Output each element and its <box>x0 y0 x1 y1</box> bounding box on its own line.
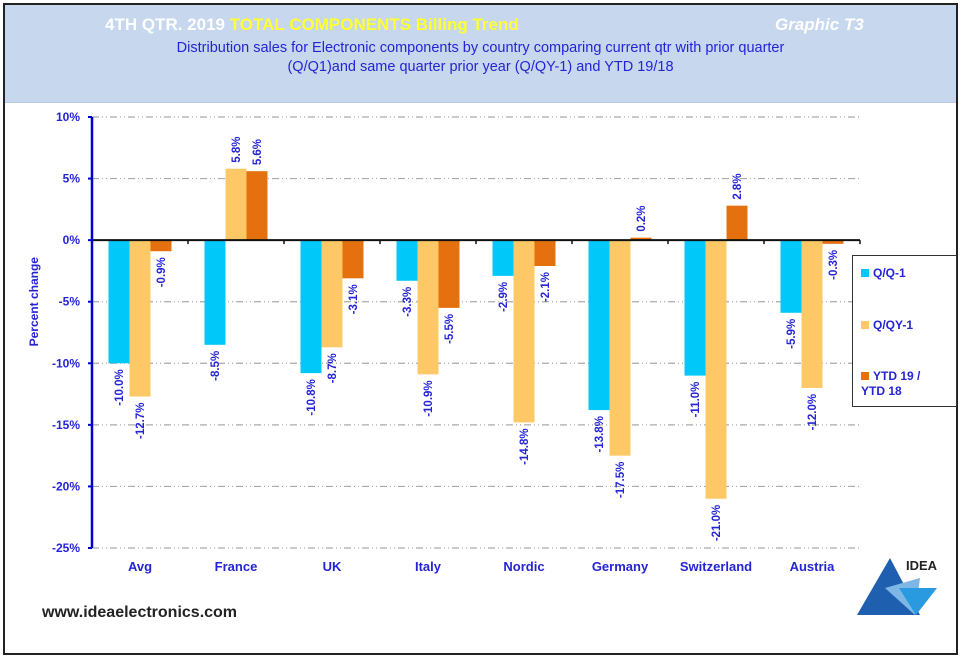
bar-ytd-19-ytd-18 <box>534 240 556 267</box>
bar-ytd-19-ytd-18 <box>822 240 844 244</box>
bar-q-q-1 <box>204 240 226 345</box>
data-label: -8.5% <box>210 351 222 381</box>
data-label: -8.7% <box>327 353 339 383</box>
bar-q-qy-1 <box>801 240 823 388</box>
data-label: -3.1% <box>348 284 360 314</box>
bar-q-q-1 <box>108 240 130 364</box>
y-tick-label: -20% <box>52 479 80 493</box>
data-label: -12.7% <box>135 403 147 439</box>
bar-q-q-1 <box>300 240 322 374</box>
x-tick-label: Austria <box>790 559 836 574</box>
data-label: -10.8% <box>306 379 318 415</box>
legend-label-qqy1: Q/QY-1 <box>873 318 914 332</box>
x-tick-label: UK <box>323 559 342 574</box>
x-tick-label: Switzerland <box>680 559 752 574</box>
data-label: -2.1% <box>540 272 552 302</box>
data-label: 0.2% <box>636 205 648 231</box>
data-label: -14.8% <box>519 428 531 464</box>
data-label: -2.9% <box>498 282 510 312</box>
y-tick-label: -25% <box>52 541 80 555</box>
data-label: -5.5% <box>444 314 456 344</box>
data-label: -17.5% <box>615 462 627 498</box>
subtitle-line-1: Distribution sales for Electronic compon… <box>176 40 785 56</box>
data-label: -10.9% <box>423 380 435 416</box>
x-tick-label: Avg <box>128 559 152 574</box>
legend-swatch-qq1 <box>861 269 869 277</box>
bar-q-qy-1 <box>705 240 727 499</box>
legend-item-qqy1: Q/QY-1 <box>861 318 913 333</box>
y-tick-label: 0% <box>63 233 81 247</box>
title-highlight: TOTAL COMPONENTS Billing Trend <box>229 15 519 34</box>
title-text: 4TH QTR. 2019 TOTAL COMPONENTS Billing T… <box>105 15 519 35</box>
bar-ytd-19-ytd-18 <box>630 237 652 241</box>
data-label: -0.3% <box>828 250 840 280</box>
data-label: -0.9% <box>156 257 168 287</box>
legend-swatch-ytd <box>861 372 869 380</box>
x-tick-label: France <box>215 559 258 574</box>
data-label: -10.0% <box>114 369 126 405</box>
subtitle-line-2: (Q/Q1)and same quarter prior year (Q/QY-… <box>287 59 674 75</box>
chart-subtitle: Distribution sales for Electronic compon… <box>5 39 956 77</box>
legend-item-qq1: Q/Q-1 <box>861 266 906 281</box>
bar-ytd-19-ytd-18 <box>342 240 364 279</box>
y-tick-label: -5% <box>59 295 81 309</box>
bar-ytd-19-ytd-18 <box>438 240 460 308</box>
header-banner: 4TH QTR. 2019 TOTAL COMPONENTS Billing T… <box>5 5 956 103</box>
bar-q-q-1 <box>588 240 610 411</box>
data-label: -5.9% <box>786 319 798 349</box>
legend-label-qq1: Q/Q-1 <box>873 266 906 280</box>
data-label: -21.0% <box>711 505 723 541</box>
bar-q-q-1 <box>396 240 418 281</box>
chart-frame: 4TH QTR. 2019 TOTAL COMPONENTS Billing T… <box>3 3 958 655</box>
data-label: -11.0% <box>690 382 702 418</box>
x-tick-label: Nordic <box>503 559 544 574</box>
graphic-label: Graphic T3 <box>775 15 864 34</box>
bar-q-q-1 <box>492 240 514 276</box>
title-period: 4TH QTR. 2019 <box>105 15 230 34</box>
bar-ytd-19-ytd-18 <box>726 205 748 241</box>
legend: Q/Q-1 Q/QY-1 YTD 19 / YTD 18 <box>852 255 957 407</box>
data-label: 2.8% <box>732 173 744 199</box>
bar-q-qy-1 <box>417 240 439 375</box>
legend-label-ytd-line1: YTD 19 / <box>873 369 921 383</box>
y-tick-label: 5% <box>63 172 81 186</box>
bar-q-qy-1 <box>129 240 151 397</box>
data-label: -12.0% <box>807 394 819 430</box>
y-tick-label: -10% <box>52 356 80 370</box>
y-tick-label: -15% <box>52 418 80 432</box>
website-url[interactable]: www.ideaelectronics.com <box>42 604 238 621</box>
data-label: -13.8% <box>594 416 606 452</box>
bar-ytd-19-ytd-18 <box>150 240 172 252</box>
legend-swatch-qqy1 <box>861 321 869 329</box>
legend-item-ytd: YTD 19 / YTD 18 <box>861 369 920 399</box>
legend-label-ytd-line2: YTD 18 <box>861 384 902 398</box>
x-tick-label: Italy <box>415 559 442 574</box>
y-tick-label: 10% <box>56 110 80 124</box>
y-axis-label: Percent change <box>27 257 41 347</box>
data-label: 5.8% <box>231 137 243 163</box>
bar-q-qy-1 <box>513 240 535 423</box>
bar-q-qy-1 <box>225 168 247 241</box>
data-label: 5.6% <box>252 139 264 165</box>
data-label: -3.3% <box>402 287 414 317</box>
bar-ytd-19-ytd-18 <box>246 171 268 241</box>
bar-q-qy-1 <box>609 240 631 456</box>
x-tick-label: Germany <box>592 559 649 574</box>
bar-q-q-1 <box>780 240 802 313</box>
bar-q-qy-1 <box>321 240 343 348</box>
bar-q-q-1 <box>684 240 706 376</box>
